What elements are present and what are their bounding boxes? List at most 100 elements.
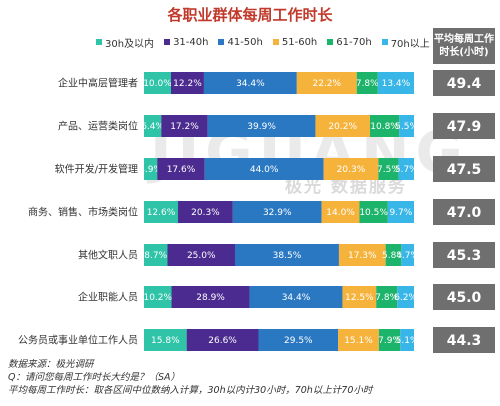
bar-value-label: 17.3%	[348, 251, 377, 261]
bar-segment	[144, 72, 171, 94]
bar-segment	[203, 72, 297, 94]
bar-segment	[232, 201, 322, 223]
bar-value-label: 7.9%	[378, 336, 401, 346]
bar-segment	[258, 329, 339, 351]
avg-header-line2: 时长(小时)	[439, 47, 489, 58]
bar-segment	[171, 286, 250, 308]
category-label: 企业职能人员	[78, 291, 138, 304]
bar-value-label: 5.5%	[395, 122, 418, 132]
bar-segment	[387, 201, 414, 223]
bar-segment	[401, 244, 414, 266]
bar-segment	[144, 201, 179, 223]
source-note: 数据来源：极光调研	[8, 359, 94, 370]
bar-value-label: 20.3%	[337, 165, 366, 175]
legend-label: 51-60h	[281, 36, 318, 48]
bar-value-label: 13.4%	[382, 79, 411, 89]
legend-item-0: 30h及以内	[96, 35, 154, 50]
legend-label: 31-40h	[173, 36, 209, 48]
bar-value-label: 34.4%	[282, 293, 311, 303]
bar-segment	[144, 286, 172, 308]
bar-value-label: 15.1%	[344, 336, 373, 346]
bar-segment	[342, 286, 377, 308]
bar-value-label: 25.0%	[187, 251, 216, 261]
bar-value-label: 44.0%	[250, 165, 279, 175]
bar-value-label: 12.2%	[173, 79, 202, 89]
bar-value-label: 20.2%	[328, 122, 357, 132]
bar-value-label: 20.3%	[191, 208, 220, 218]
bar-value-label: 12.5%	[345, 293, 374, 303]
legend-label: 41-50h	[227, 36, 263, 48]
bar-value-label: 38.5%	[273, 251, 302, 261]
bar-segment	[338, 244, 386, 266]
bar-value-label: 10.5%	[359, 208, 388, 218]
chart-notes: 数据来源：极光调研 Q：请问您每周工作时长大约是？（SA） 平均每周工作时长：取…	[8, 358, 372, 397]
bar-value-label: 29.5%	[284, 336, 313, 346]
bar-segment	[157, 158, 205, 180]
category-label: 企业中高层管理者	[58, 77, 138, 90]
legend-item-4: 61-70h	[327, 36, 372, 48]
bar-value-label: 22.2%	[312, 79, 341, 89]
bar-value-label: 5.1%	[396, 336, 419, 346]
chart-legend: 30h及以内 31-40h 41-50h 51-60h 61-70h 70h以上	[96, 34, 430, 50]
legend-item-2: 41-50h	[218, 36, 263, 48]
legend-swatch	[218, 39, 225, 45]
bar-segment	[234, 244, 339, 266]
bar-value-label: 10.8%	[370, 122, 399, 132]
legend-item-5: 70h以上	[381, 35, 430, 50]
legend-swatch	[96, 39, 102, 45]
bar-segment	[144, 115, 162, 137]
legend-label: 70h以上	[390, 38, 430, 50]
bar-segment	[376, 286, 398, 308]
bar-segment	[399, 115, 414, 137]
avg-hours-box	[433, 113, 495, 139]
bar-segment	[207, 115, 316, 137]
bar-segment	[144, 158, 158, 180]
avg-hours-box	[433, 284, 495, 310]
avg-hours-box	[433, 156, 495, 182]
bar-value-label: 14.0%	[326, 208, 355, 218]
bar-segment	[356, 72, 378, 94]
bar-segment	[171, 72, 204, 94]
bar-value-label: 4.9%	[139, 165, 162, 175]
legend-item-1: 31-40h	[164, 37, 208, 48]
bar-value-label: 12.6%	[147, 208, 176, 218]
category-label: 公务员或事业单位工作人员	[18, 334, 138, 347]
avg-hours-header: 平均每周工作 时长(小时)	[433, 28, 495, 64]
avg-hours-box	[433, 70, 495, 96]
bar-segment	[186, 329, 259, 351]
legend-label: 61-70h	[336, 36, 372, 48]
bar-value-label: 39.9%	[247, 122, 276, 132]
bar-value-label: 6.2%	[394, 293, 417, 303]
avg-hours-box	[433, 327, 495, 353]
bar-segment	[397, 286, 414, 308]
bar-value-label: 17.2%	[170, 122, 199, 132]
avg-hours-value: 47.9	[447, 119, 482, 135]
avg-hours-box	[433, 199, 495, 225]
avg-hours-value: 49.4	[447, 76, 482, 92]
bar-value-label: 7.5%	[377, 165, 400, 175]
bar-segment	[167, 244, 235, 266]
bar-value-label: 5.8%	[382, 251, 405, 261]
legend-label: 30h及以内	[105, 38, 155, 50]
avg-hours-box	[433, 242, 495, 268]
bar-value-label: 9.7%	[389, 208, 412, 218]
bar-segment	[204, 158, 324, 180]
avg-hours-value: 45.3	[447, 248, 482, 264]
bar-segment	[321, 201, 360, 223]
bar-segment	[178, 201, 233, 223]
bar-segment	[398, 158, 414, 180]
bar-value-label: 10.2%	[143, 293, 172, 303]
bar-value-label: 17.6%	[167, 165, 196, 175]
bar-value-label: 26.6%	[208, 336, 237, 346]
bar-segment	[296, 72, 357, 94]
bar-segment	[144, 244, 168, 266]
bar-value-label: 10.0%	[143, 79, 172, 89]
bar-segment	[323, 158, 379, 180]
bar-value-label: 15.8%	[151, 336, 180, 346]
bar-segment	[385, 244, 402, 266]
bar-segment	[378, 329, 401, 351]
avg-hours-value: 44.3	[447, 333, 482, 349]
legend-swatch	[164, 39, 171, 45]
category-label: 商务、销售、市场类岗位	[28, 206, 138, 219]
